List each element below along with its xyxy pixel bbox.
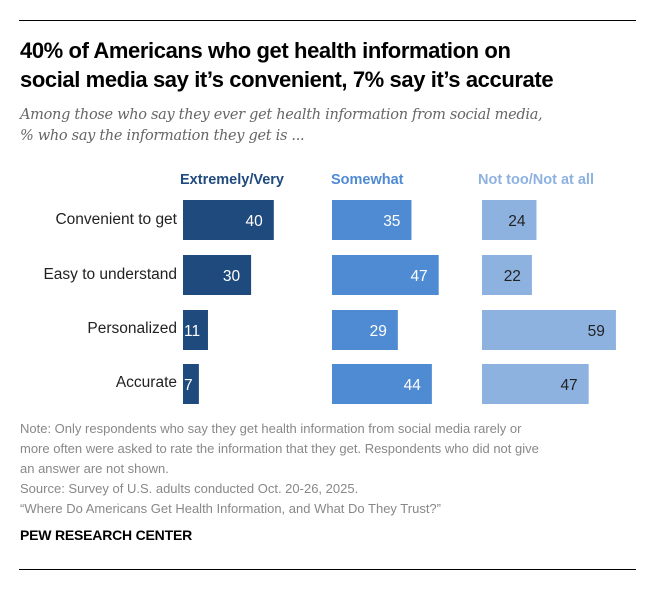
data-label: 7	[184, 377, 193, 394]
data-label: 47	[560, 377, 577, 394]
legend-not-too: Not too/Not at all	[478, 172, 594, 188]
data-label: 11	[184, 323, 200, 340]
bar-not-too-not-at-all-2	[482, 310, 616, 350]
bar-not-too-not-at-all-0	[482, 200, 537, 240]
category-label: Easy to understand	[43, 266, 177, 283]
data-label: 29	[370, 323, 387, 340]
report-title: “Where Do Americans Get Health Informati…	[20, 501, 441, 516]
bar-not-too-not-at-all-1	[482, 255, 532, 295]
data-label: 47	[410, 268, 427, 285]
legend-somewhat: Somewhat	[331, 172, 404, 188]
data-label: 35	[383, 213, 400, 230]
legend-extremely-very: Extremely/Very	[180, 172, 284, 188]
category-label: Personalized	[87, 320, 177, 337]
data-label: 44	[404, 377, 422, 394]
source-line: Source: Survey of U.S. adults conducted …	[20, 481, 359, 496]
bar-not-too-not-at-all-3	[482, 364, 589, 404]
title-line-2: social media say it’s convenient, 7% say…	[20, 67, 554, 92]
category-label: Convenient to get	[55, 211, 177, 228]
bar-somewhat-3	[332, 364, 432, 404]
bar-extremely-very-0	[183, 200, 274, 240]
category-label: Accurate	[115, 374, 177, 391]
data-label: 40	[246, 213, 264, 230]
data-label: 30	[223, 268, 241, 285]
note-line-1: Note: Only respondents who say they get …	[20, 421, 522, 436]
data-label: 22	[504, 268, 521, 285]
subtitle-line-1: Among those who say they ever get health…	[20, 107, 543, 123]
note-line-2: more often were asked to rate the inform…	[20, 441, 539, 456]
chart-title: 40% of Americans who get health informat…	[20, 36, 640, 94]
bar-extremely-very-2	[183, 310, 208, 350]
bar-somewhat-0	[332, 200, 412, 240]
notes: Note: Only respondents who say they get …	[20, 419, 640, 519]
bottom-rule	[19, 569, 636, 570]
bar-somewhat-2	[332, 310, 398, 350]
bar-extremely-very-3	[183, 364, 199, 404]
note-line-3: an answer are not shown.	[20, 461, 169, 476]
title-line-1: 40% of Americans who get health informat…	[20, 38, 511, 63]
data-label: 59	[588, 323, 605, 340]
chart-subtitle: Among those who say they ever get health…	[20, 105, 640, 147]
bar-somewhat-1	[332, 255, 439, 295]
brand-logo: PEW RESEARCH CENTER	[20, 527, 192, 543]
subtitle-line-2: % who say the information they get is ..…	[20, 128, 305, 144]
bar-extremely-very-1	[183, 255, 252, 295]
top-rule	[19, 20, 636, 21]
data-label: 24	[508, 213, 526, 230]
